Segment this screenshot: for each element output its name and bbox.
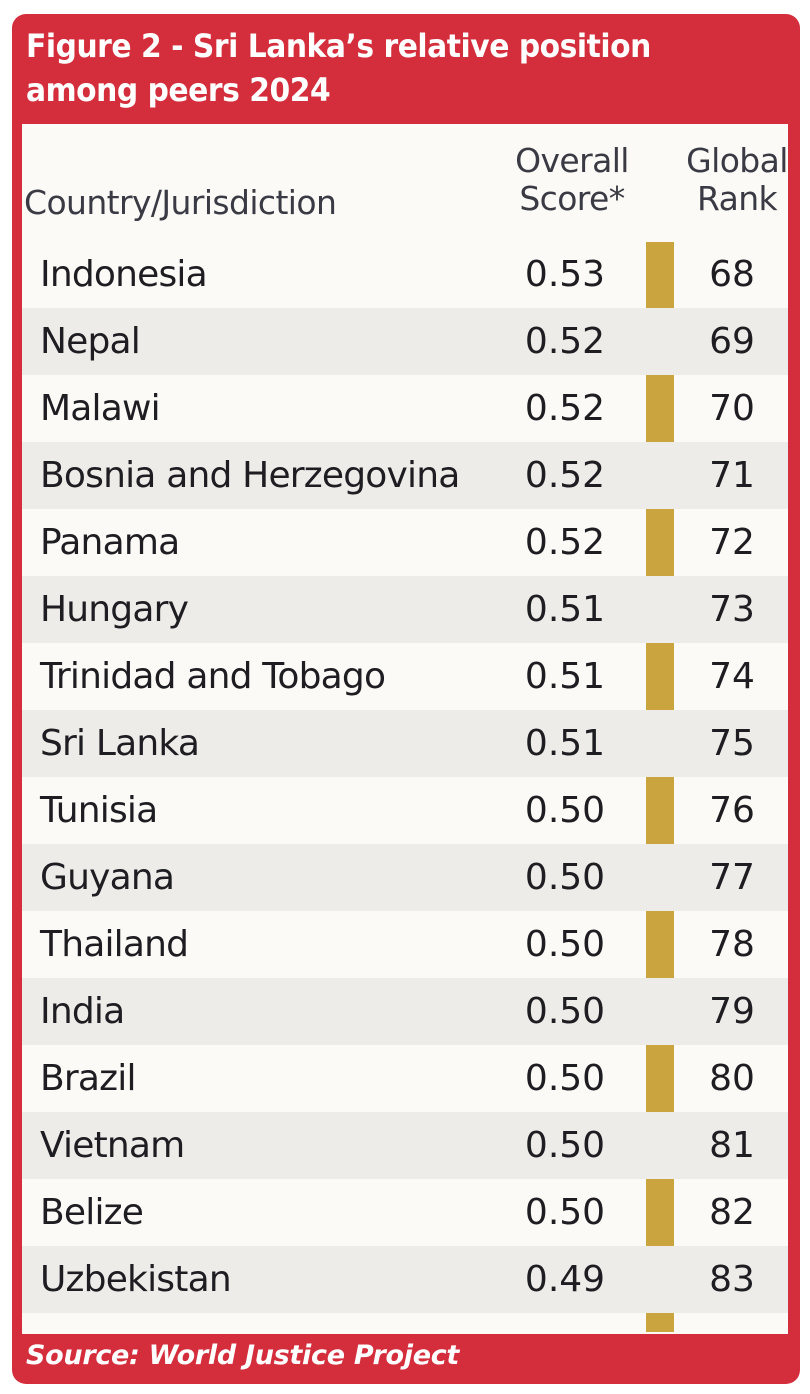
figure-frame: Figure 2 - Sri Lanka’s relative position… (12, 14, 800, 1384)
table-panel: Country/Jurisdiction Overall Score* Glob… (22, 124, 788, 1334)
country-cell: Malawi (40, 388, 161, 429)
score-cell: 0.51 (524, 656, 606, 697)
table-row: Guyana 0.50 77 (22, 844, 788, 911)
table-body: Indonesia 0.53 68 Nepal 0.52 69 Malawi 0.52 70 Bo… (22, 241, 788, 1313)
rank-cell: 71 (709, 455, 755, 496)
score-cell: 0.52 (524, 522, 606, 563)
country-cell: Nepal (40, 321, 141, 362)
table-row: Vietnam 0.50 81 (22, 1112, 788, 1179)
score-cell: 0.51 (524, 723, 606, 764)
country-cell: Sri Lanka (40, 723, 200, 764)
score-cell: 0.53 (524, 254, 606, 295)
country-cell: Vietnam (40, 1125, 185, 1166)
country-cell: Belize (40, 1192, 144, 1233)
table-row: Uzbekistan 0.49 83 (22, 1246, 788, 1313)
table-row: Brazil 0.50 80 (22, 1045, 788, 1112)
score-cell: 0.50 (524, 790, 606, 831)
score-cell: 0.52 (524, 455, 606, 496)
table-row: Malawi 0.52 70 (22, 375, 788, 442)
country-cell: Hungary (40, 589, 189, 630)
rank-cell: 79 (709, 991, 755, 1032)
rank-cell: 69 (709, 321, 755, 362)
score-cell: 0.50 (524, 1058, 606, 1099)
country-cell: Tunisia (40, 790, 158, 831)
figure-title: Figure 2 - Sri Lanka’s relative position… (26, 27, 651, 109)
header-overall-score: Overall Score* (515, 141, 629, 218)
rank-cell: 76 (709, 790, 755, 831)
country-cell: Panama (40, 522, 180, 563)
rank-cell: 73 (709, 589, 755, 630)
score-cell: 0.49 (524, 1259, 606, 1300)
header-global-rank: Global Rank (686, 141, 788, 218)
table-row: Indonesia 0.53 68 (22, 241, 788, 308)
country-cell: Indonesia (40, 254, 208, 295)
table-row: India 0.50 79 (22, 978, 788, 1045)
score-cell: 0.50 (524, 857, 606, 898)
table-row: Nepal 0.52 69 (22, 308, 788, 375)
table-row: Thailand 0.50 78 (22, 911, 788, 978)
country-cell: India (40, 991, 125, 1032)
country-cell: Guyana (40, 857, 175, 898)
table-row: Panama 0.52 72 (22, 509, 788, 576)
rank-cell: 74 (709, 656, 755, 697)
country-cell: Uzbekistan (40, 1259, 232, 1300)
rank-cell: 72 (709, 522, 755, 563)
country-cell: Brazil (40, 1058, 136, 1099)
score-cell: 0.50 (524, 924, 606, 965)
score-cell: 0.52 (524, 388, 606, 429)
table-row: Belize 0.50 82 (22, 1179, 788, 1246)
score-cell: 0.52 (524, 321, 606, 362)
source-note: Source: World Justice Project (26, 1340, 460, 1371)
rank-cell: 68 (709, 254, 755, 295)
score-cell: 0.50 (524, 991, 606, 1032)
rank-cell: 70 (709, 388, 755, 429)
score-cell: 0.50 (524, 1192, 606, 1233)
country-cell: Bosnia and Herzegovina (40, 455, 460, 496)
rank-cell: 83 (709, 1259, 755, 1300)
table-row: Tunisia 0.50 76 (22, 777, 788, 844)
rank-cell: 78 (709, 924, 755, 965)
table-row: Hungary 0.51 73 (22, 576, 788, 643)
score-cell: 0.50 (524, 1125, 606, 1166)
country-cell: Trinidad and Tobago (40, 656, 386, 697)
table-row: Bosnia and Herzegovina 0.52 71 (22, 442, 788, 509)
header-country: Country/Jurisdiction (24, 183, 337, 222)
rank-cell: 81 (709, 1125, 755, 1166)
rank-cell: 80 (709, 1058, 755, 1099)
table-row: Sri Lanka 0.51 75 (22, 710, 788, 777)
table-row: Trinidad and Tobago 0.51 74 (22, 643, 788, 710)
country-cell: Thailand (40, 924, 189, 965)
rank-cell: 82 (709, 1192, 755, 1233)
score-cell: 0.51 (524, 589, 606, 630)
rank-cell: 77 (709, 857, 755, 898)
rank-cell: 75 (709, 723, 755, 764)
